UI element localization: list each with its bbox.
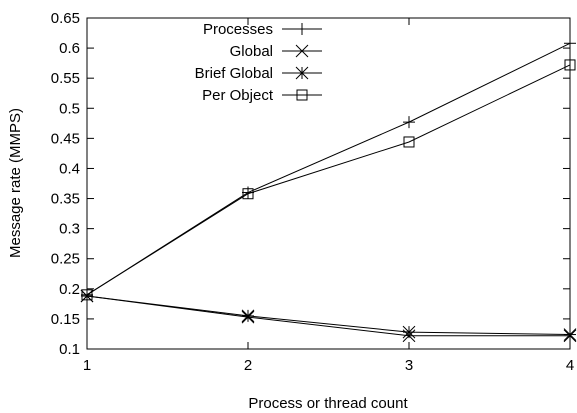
legend-label-processes: Processes	[203, 21, 273, 38]
legend-label-global: Global	[230, 43, 273, 60]
data-point-processes	[564, 37, 576, 50]
series-line-global	[86, 295, 570, 337]
data-point-per-object	[564, 59, 576, 71]
data-point-brief-global	[563, 328, 577, 341]
x-axis-title: Process or thread count	[248, 395, 408, 412]
y-tick-label: 0.4	[59, 160, 80, 177]
legend-marker-global	[295, 44, 309, 58]
y-tick-label: 0.1	[59, 341, 80, 358]
y-tick-label: 0.45	[51, 130, 80, 147]
data-point-brief-global	[241, 309, 255, 323]
data-point-per-object	[242, 188, 254, 200]
legend-label-brief-global: Brief Global	[195, 65, 273, 82]
y-tick-label: 0.2	[59, 281, 80, 298]
y-tick-label: 0.15	[51, 311, 80, 328]
y-tick-label: 0.35	[51, 191, 80, 208]
legend-marker-processes	[296, 23, 308, 35]
data-point-per-object	[81, 289, 93, 301]
series-lines	[80, 37, 577, 343]
data-point-processes	[403, 116, 415, 129]
legend-marker-brief-global	[295, 66, 309, 80]
plot-frame	[86, 17, 571, 350]
data-point-brief-global	[402, 325, 416, 339]
x-tick-label: 1	[83, 357, 91, 374]
data-point-per-object	[403, 136, 415, 148]
y-tick-label: 0.3	[59, 221, 80, 238]
y-tick-label: 0.6	[59, 40, 80, 57]
series-line-brief-global	[86, 295, 571, 336]
y-tick-label: 0.65	[51, 10, 80, 27]
series-line-processes	[86, 42, 571, 296]
axis-ticks	[86, 17, 571, 350]
x-tick-label: 4	[566, 357, 574, 374]
x-tick-label: 3	[405, 357, 413, 374]
y-axis-title: Message rate (MMPS)	[7, 108, 24, 258]
x-tick-label: 2	[244, 357, 252, 374]
y-tick-label: 0.25	[51, 251, 80, 268]
legend-label-per-object: Per Object	[202, 87, 274, 104]
y-tick-label: 0.5	[59, 100, 80, 117]
legend: Processes Global Brief Global Per Object	[195, 21, 322, 104]
y-tick-label: 0.55	[51, 70, 80, 87]
tick-labels: 0.1 0.15 0.2 0.25 0.3 0.35 0.4 0.45 0.5 0.55 0.6 0.…	[51, 10, 574, 374]
series-line-per-object	[86, 64, 571, 296]
legend-marker-per-object	[296, 89, 308, 101]
